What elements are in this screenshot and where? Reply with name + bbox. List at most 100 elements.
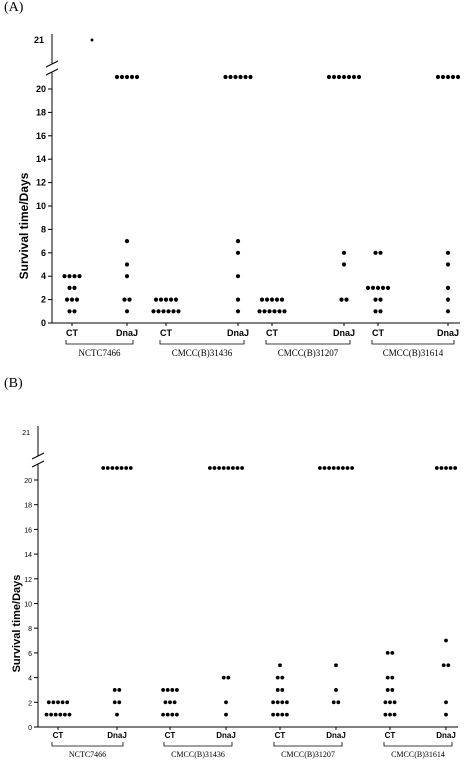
x-category-label: DnaJ <box>216 731 236 740</box>
data-point <box>124 74 130 80</box>
y-tick-label: 20 <box>36 84 46 94</box>
data-point <box>282 309 287 314</box>
data-point <box>445 285 451 290</box>
data-point <box>378 309 383 314</box>
data-point <box>279 297 285 302</box>
data-point <box>350 466 354 470</box>
data-point <box>124 466 129 470</box>
y-break-tick-label: 21 <box>22 430 30 437</box>
data-point <box>165 688 170 692</box>
data-point <box>134 74 140 80</box>
y-tick-label: 4 <box>41 271 46 281</box>
data-point <box>67 309 72 314</box>
data-point <box>285 712 289 717</box>
data-point <box>385 675 390 680</box>
group-bracket <box>65 340 134 345</box>
data-point <box>446 663 451 668</box>
data-point <box>221 466 226 470</box>
data-point <box>67 274 72 279</box>
data-point <box>274 297 280 302</box>
data-point <box>114 74 120 80</box>
data-point <box>380 285 386 290</box>
data-point <box>221 675 226 680</box>
data-point <box>226 675 231 680</box>
data-point <box>44 712 49 717</box>
data-point <box>228 74 233 80</box>
x-category-label: DnaJ <box>436 731 456 740</box>
y-tick-label: 14 <box>24 552 32 559</box>
y-axis-label: Survival time/Days <box>17 172 31 279</box>
data-point <box>275 675 280 680</box>
data-point <box>341 466 345 470</box>
y-tick-label: 2 <box>28 700 32 707</box>
data-point <box>161 688 166 692</box>
x-category-label: CT <box>165 731 176 740</box>
data-point <box>163 297 169 302</box>
x-category-label: DnaJ <box>107 731 127 740</box>
x-category-label: CT <box>66 328 78 338</box>
data-point <box>176 309 181 314</box>
data-point <box>383 700 388 705</box>
data-point <box>63 712 67 717</box>
data-point <box>346 74 352 80</box>
data-point <box>60 700 65 705</box>
data-point <box>262 309 267 314</box>
y-tick-label: 8 <box>28 626 32 633</box>
data-point <box>224 700 228 705</box>
y-tick-label: 16 <box>36 131 46 141</box>
data-point <box>392 712 397 717</box>
data-point <box>173 297 179 302</box>
data-point <box>280 712 285 717</box>
data-point <box>444 700 448 705</box>
data-point <box>72 309 77 314</box>
data-point <box>77 274 82 279</box>
data-point <box>269 297 275 302</box>
survival-chart-b: 0 2 4 6 8 10 12 14 16 18 20 21 Survival time/Days CT D… <box>11 426 458 759</box>
data-point <box>275 700 280 705</box>
data-point <box>112 688 117 692</box>
data-point <box>235 239 241 244</box>
y-tick-label: 16 <box>24 527 32 534</box>
y-tick-label: 0 <box>41 318 46 328</box>
outlier-point <box>90 38 94 42</box>
data-point <box>156 309 161 314</box>
x-category-label: CT <box>385 731 396 740</box>
group-bracket <box>371 340 455 345</box>
data-point <box>65 700 70 705</box>
data-point <box>444 638 448 643</box>
data-point <box>272 309 277 314</box>
strain-label: CMCC(B)31207 <box>281 750 335 759</box>
data-point <box>67 285 72 290</box>
data-point <box>271 700 275 705</box>
data-point <box>322 466 327 470</box>
group-bracket <box>273 742 343 747</box>
data-point <box>445 250 451 255</box>
survival-chart-a: 0 2 4 6 8 10 12 14 16 18 20 21 Survival time/Days CT D… <box>17 34 461 358</box>
data-point <box>119 74 125 80</box>
data-point <box>168 297 174 302</box>
x-category-label: DnaJ <box>437 328 459 338</box>
x-category-label: CT <box>53 731 64 740</box>
data-point <box>370 285 376 290</box>
x-category-label: DnaJ <box>116 328 138 338</box>
data-point <box>375 285 381 290</box>
y-tick-label: 14 <box>36 154 46 164</box>
data-point <box>67 712 72 717</box>
data-point <box>168 700 172 705</box>
y-tick-label: 4 <box>28 676 32 683</box>
data-point <box>165 712 170 717</box>
data-point <box>444 712 448 717</box>
data-point <box>224 712 228 717</box>
y-axis-label: Survival time/Days <box>11 575 23 673</box>
data-point <box>390 651 395 655</box>
data-point <box>275 688 280 692</box>
data-point <box>127 297 132 302</box>
group-bracket <box>51 742 124 747</box>
data-point <box>388 700 392 705</box>
data-point <box>101 466 106 470</box>
y-tick-label: 10 <box>24 602 32 609</box>
y-tick-label: 20 <box>24 478 32 485</box>
data-point <box>117 688 122 692</box>
data-point <box>115 466 119 470</box>
data-point <box>117 700 122 705</box>
